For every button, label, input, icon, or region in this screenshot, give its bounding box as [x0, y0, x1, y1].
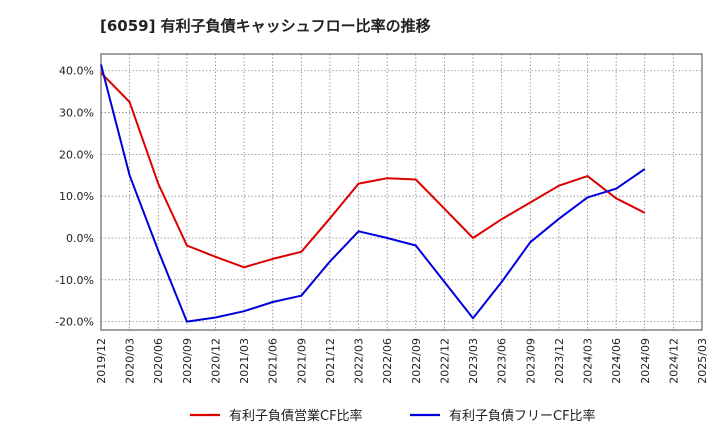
x-tick-label: 2024/03	[582, 338, 595, 384]
x-tick-label: 2020/06	[152, 338, 165, 384]
x-tick-label: 2024/09	[639, 338, 652, 384]
plot-frame	[100, 53, 703, 331]
x-tick-label: 2024/06	[610, 338, 623, 384]
x-tick-label: 2020/03	[124, 338, 137, 384]
legend-label-1: 有利子負債営業CF比率	[229, 408, 363, 424]
x-tick-label: 2021/09	[295, 338, 308, 384]
y-tick-label: 30.0%	[59, 107, 94, 120]
x-tick-label: 2022/06	[381, 338, 394, 384]
y-tick-label: 40.0%	[59, 65, 94, 78]
x-tick-label: 2021/03	[238, 338, 251, 384]
plot-area: 40.0% 30.0% 20.0% 10.0% 0.0% -10.0% -20.0%2019…	[55, 53, 709, 384]
y-tick-label: 0.0%	[66, 232, 94, 245]
x-tick-label: 2022/09	[410, 338, 423, 384]
series-line-2	[100, 64, 646, 323]
chart-title: [6059] 有利子負債キャッシュフロー比率の推移	[100, 17, 431, 35]
x-tick-label: 2021/12	[324, 338, 337, 384]
x-tick-label: 2023/09	[524, 338, 537, 384]
plot-background	[101, 54, 702, 330]
y-tick-label: -20.0%	[55, 316, 94, 329]
x-tick-label: 2021/06	[267, 338, 280, 384]
y-tick-label: 10.0%	[59, 190, 94, 203]
legend: 有利子負債営業CF比率 有利子負債フリーCF比率	[190, 408, 596, 424]
x-tick-label: 2019/12	[95, 338, 108, 384]
x-tick-label: 2022/12	[438, 338, 451, 384]
x-tick-label: 2023/03	[467, 338, 480, 384]
y-tick-label: 20.0%	[59, 148, 94, 161]
x-tick-label: 2020/09	[181, 338, 194, 384]
x-tick-label: 2023/12	[553, 338, 566, 384]
x-tick-label: 2022/03	[353, 338, 366, 384]
x-tick-label: 2024/12	[667, 338, 680, 384]
x-tick-label: 2023/06	[496, 338, 509, 384]
legend-label-2: 有利子負債フリーCF比率	[449, 408, 596, 424]
y-tick-label: -10.0%	[55, 274, 94, 287]
x-tick-label: 2025/03	[696, 338, 709, 384]
series-line-1	[100, 72, 646, 269]
x-tick-label: 2020/12	[209, 338, 222, 384]
